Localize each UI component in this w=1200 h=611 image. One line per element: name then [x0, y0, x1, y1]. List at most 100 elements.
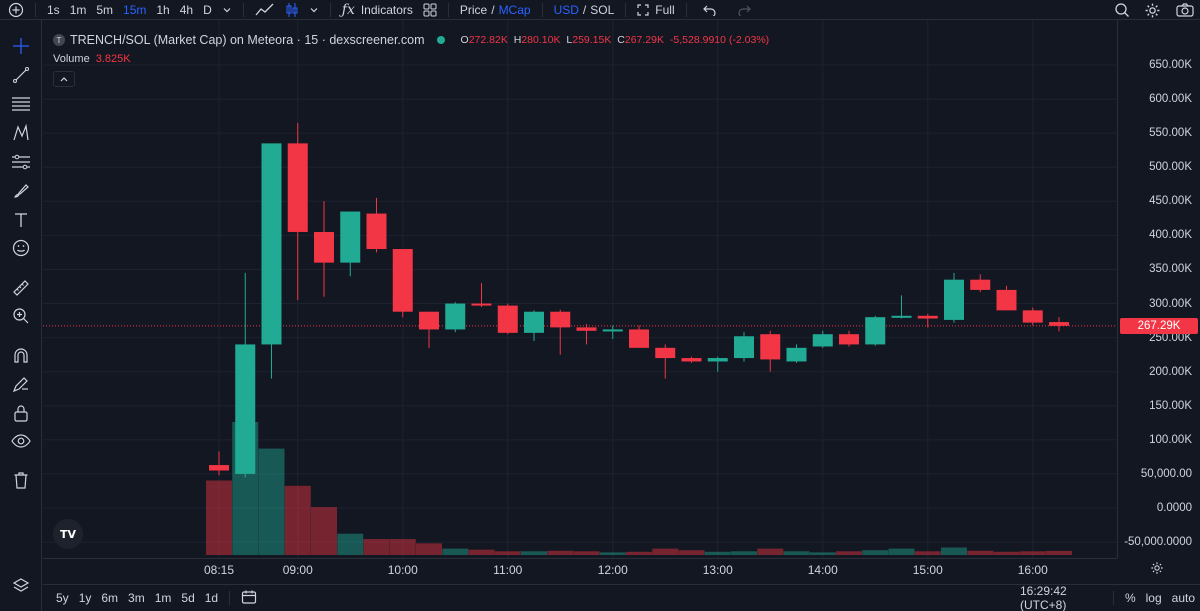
price-tick-label: 500.00K — [1149, 161, 1192, 174]
range-1y[interactable]: 1y — [78, 591, 92, 605]
candle-body — [366, 213, 387, 250]
drawing-mode-tool[interactable] — [9, 372, 33, 396]
toolbar-divider — [541, 2, 543, 17]
price-tick-label: 600.00K — [1149, 93, 1192, 106]
price-tick-label: 100.00K — [1149, 433, 1192, 446]
volume-bar — [521, 551, 547, 555]
crosshair-tool[interactable] — [9, 34, 33, 58]
brush-tool[interactable] — [9, 179, 33, 203]
volume-bar — [993, 551, 1020, 555]
range-6m[interactable]: 6m — [101, 591, 119, 605]
price-chart[interactable] — [43, 20, 1117, 558]
percent-scale-toggle[interactable]: % — [1124, 591, 1136, 605]
interval-1m[interactable]: 1m — [69, 2, 87, 17]
candle-body — [602, 329, 623, 332]
horizontal-lines-icon — [12, 97, 30, 111]
price-mcap-toggle[interactable]: Price / MCap — [455, 0, 536, 20]
range-5d[interactable]: 5d — [181, 591, 195, 605]
interval-5m[interactable]: 5m — [96, 2, 114, 17]
candle-body — [681, 358, 702, 362]
auto-scale-toggle[interactable]: auto — [1171, 591, 1195, 605]
candle-body — [839, 334, 859, 345]
candle-body — [891, 315, 912, 318]
collapse-legend-button[interactable] — [53, 71, 75, 87]
chart-type-dropdown-button[interactable] — [304, 0, 324, 20]
time-tick-label: 11:00 — [493, 563, 523, 577]
zoom-in-tool[interactable] — [9, 304, 33, 328]
add-symbol-button[interactable] — [0, 0, 29, 20]
fullscreen-button[interactable]: Full — [632, 0, 679, 20]
trash-icon — [14, 472, 28, 489]
interval-1h[interactable]: 1h — [156, 2, 170, 17]
line-chart-type-button[interactable] — [250, 0, 280, 20]
currency-toggle[interactable]: USD / SOL — [549, 0, 620, 20]
remove-drawings-tool[interactable] — [9, 468, 33, 492]
chart-pane[interactable] — [43, 20, 1117, 558]
magnet-tool[interactable] — [9, 344, 33, 368]
symbol-logo: T — [53, 34, 65, 46]
lock-drawings-tool[interactable] — [9, 401, 33, 425]
price-tick-label: 250.00K — [1149, 331, 1192, 344]
low-label: L — [566, 34, 573, 46]
indicators-button[interactable]: ƒx Indicators — [337, 0, 418, 20]
range-1m[interactable]: 1m — [154, 591, 172, 605]
candle-body — [471, 303, 492, 306]
volume-bar — [678, 550, 705, 555]
axis-settings-button[interactable] — [1150, 561, 1164, 578]
volume-bar — [284, 485, 311, 555]
ohlc-values: O272.82K H280.10K L259.15K C267.29K -5,5… — [461, 34, 773, 46]
time-tick-label: 09:00 — [282, 563, 313, 577]
close-label: C — [617, 34, 625, 46]
volume-bar — [652, 548, 679, 555]
undo-button[interactable] — [693, 0, 727, 20]
candle-body — [970, 279, 991, 290]
chevron-up-icon — [60, 77, 68, 82]
interval-D[interactable]: D — [203, 2, 212, 17]
candle-body — [209, 465, 229, 471]
interval-1s[interactable]: 1s — [47, 2, 60, 17]
volume-bar — [547, 550, 574, 555]
projection-tool[interactable] — [9, 150, 33, 174]
interval-dropdown-button[interactable] — [217, 0, 237, 20]
price-axis[interactable]: -50,000.0000 0.0000 50,000.00 100.00K 150.00… — [1117, 20, 1200, 558]
trend-line-tool[interactable] — [9, 63, 33, 87]
sol-option[interactable]: SOL — [590, 2, 615, 17]
emoji-tool[interactable] — [9, 236, 33, 260]
interval-15m[interactable]: 15m — [123, 2, 147, 17]
horizontal-lines-tool[interactable] — [9, 92, 33, 116]
range-5y[interactable]: 5y — [56, 591, 69, 605]
volume-bar — [416, 543, 442, 555]
layouts-button[interactable] — [418, 0, 442, 20]
pattern-tool[interactable] — [9, 121, 33, 145]
go-to-date-button[interactable] — [236, 589, 262, 608]
snapshot-button[interactable] — [1176, 0, 1194, 20]
settings-button[interactable] — [1144, 0, 1161, 20]
candle-body — [786, 347, 807, 362]
projection-icon — [12, 154, 30, 170]
range-3m[interactable]: 3m — [128, 591, 145, 605]
measure-tool[interactable] — [9, 276, 33, 300]
toolbar-divider — [35, 2, 36, 17]
price-option[interactable]: Price — [459, 2, 488, 17]
mcap-option[interactable]: MCap — [498, 2, 531, 17]
text-tool[interactable] — [9, 208, 33, 232]
log-scale-toggle[interactable]: log — [1145, 591, 1162, 605]
calendar-icon — [242, 590, 257, 604]
object-tree-button[interactable] — [9, 574, 33, 598]
hide-drawings-tool[interactable] — [9, 429, 33, 453]
volume-bar — [862, 550, 889, 555]
timezone-clock[interactable]: 16:29:42 (UTC+8) — [1020, 584, 1067, 611]
volume-label[interactable]: Volume — [53, 53, 90, 65]
price-tick-label: 50,000.00 — [1140, 467, 1192, 480]
tradingview-logo[interactable]: TV — [53, 519, 83, 549]
candle-chart-type-button[interactable] — [280, 0, 304, 20]
time-axis[interactable]: 08:15 09:00 10:00 11:00 12:00 13:00 14:00 15:00… — [43, 558, 1117, 582]
redo-button[interactable] — [727, 0, 761, 20]
series-title[interactable]: TRENCH/SOL (Market Cap) on Meteora · 15 … — [70, 33, 425, 47]
usd-option[interactable]: USD — [553, 2, 579, 17]
range-1d[interactable]: 1d — [204, 591, 219, 605]
symbol-search-button[interactable] — [1114, 0, 1130, 20]
interval-4h[interactable]: 4h — [179, 2, 194, 17]
brush-icon — [14, 184, 29, 198]
candle-body — [261, 143, 282, 345]
